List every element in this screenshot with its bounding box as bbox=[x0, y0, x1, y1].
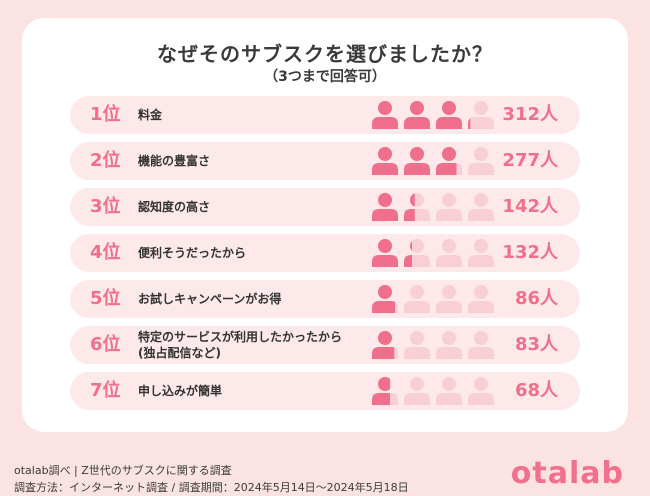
person-icon bbox=[468, 193, 494, 221]
count-label: 68人 bbox=[514, 380, 558, 401]
person-icon bbox=[404, 193, 430, 221]
count-label: 86人 bbox=[514, 288, 558, 309]
person-icon bbox=[372, 239, 398, 267]
person-icon bbox=[468, 101, 494, 129]
rank-label: 4位 bbox=[90, 242, 121, 263]
rank-label: 7位 bbox=[90, 380, 121, 401]
person-icon bbox=[468, 239, 494, 267]
rank-label: 2位 bbox=[90, 150, 121, 171]
rank-label: 6位 bbox=[90, 334, 121, 355]
count-label: 83人 bbox=[514, 334, 558, 355]
reason-label-line: 認知度の高さ bbox=[138, 200, 211, 214]
person-icon bbox=[372, 147, 398, 175]
reason-label-line: お試しキャンペーンがお得 bbox=[138, 292, 282, 306]
reason-label: お試しキャンペーンがお得 bbox=[138, 280, 378, 318]
footer-method: 調査方法：インターネット調査 / 調査期間：2024年5月14日〜2024年5月… bbox=[14, 481, 409, 494]
person-icon bbox=[468, 377, 494, 405]
reason-label: 認知度の高さ bbox=[138, 188, 378, 226]
person-icon bbox=[436, 331, 462, 359]
reason-label-line: (独占配信など) bbox=[138, 346, 221, 360]
reason-label: 便利そうだったから bbox=[138, 234, 378, 272]
person-icon bbox=[468, 147, 494, 175]
ranking-row: 7位 申し込みが簡単 68人 bbox=[70, 372, 580, 410]
person-icons bbox=[372, 239, 494, 267]
person-icon bbox=[372, 193, 398, 221]
person-icon bbox=[436, 285, 462, 313]
count-label: 142人 bbox=[502, 196, 558, 217]
reason-label-line: 申し込みが簡単 bbox=[138, 384, 223, 398]
person-icon bbox=[372, 331, 398, 359]
person-icon bbox=[436, 193, 462, 221]
reason-label: 機能の豊富さ bbox=[138, 142, 378, 180]
person-icon bbox=[404, 331, 430, 359]
person-icon bbox=[436, 147, 462, 175]
reason-label-line: 便利そうだったから bbox=[138, 246, 247, 260]
otalab-logo: otalab bbox=[510, 456, 624, 491]
ranking-row: 5位 お試しキャンペーンがお得 86人 bbox=[70, 280, 580, 318]
reason-label: 料金 bbox=[138, 96, 378, 134]
chart-subtitle: （3つまで回答可） bbox=[264, 69, 386, 85]
rank-label: 1位 bbox=[90, 104, 121, 125]
person-icon bbox=[404, 147, 430, 175]
person-icon bbox=[404, 285, 430, 313]
person-icon bbox=[436, 101, 462, 129]
person-icon bbox=[372, 377, 398, 405]
person-icon bbox=[404, 239, 430, 267]
person-icons bbox=[372, 285, 494, 313]
ranking-row: 2位 機能の豊富さ 277人 bbox=[70, 142, 580, 180]
person-icon bbox=[372, 285, 398, 313]
person-icon bbox=[436, 377, 462, 405]
reason-label-line: 特定のサービスが利用したかったから bbox=[138, 330, 343, 344]
ranking-row: 6位 特定のサービスが利用したかったから (独占配信など) 83人 bbox=[70, 326, 580, 364]
chart-title: なぜそのサブスクを選びましたか？ bbox=[157, 42, 493, 66]
reason-label-line: 機能の豊富さ bbox=[138, 154, 211, 168]
person-icons bbox=[372, 193, 494, 221]
rank-label: 5位 bbox=[90, 288, 121, 309]
reason-label: 申し込みが簡単 bbox=[138, 372, 378, 410]
reason-label-line: 料金 bbox=[138, 108, 163, 122]
person-icon bbox=[436, 239, 462, 267]
person-icon bbox=[468, 331, 494, 359]
person-icon bbox=[468, 285, 494, 313]
person-icon bbox=[404, 377, 430, 405]
ranking-row: 4位 便利そうだったから 132人 bbox=[70, 234, 580, 272]
ranking-row: 1位 料金 312人 bbox=[70, 96, 580, 134]
person-icon bbox=[372, 101, 398, 129]
person-icons bbox=[372, 331, 494, 359]
ranking-row: 3位 認知度の高さ 142人 bbox=[70, 188, 580, 226]
person-icons bbox=[372, 377, 494, 405]
person-icon bbox=[404, 101, 430, 129]
footer-source: otalab調べ | Z世代のサブスクに関する調査 bbox=[14, 464, 232, 477]
count-label: 132人 bbox=[502, 242, 558, 263]
rank-label: 3位 bbox=[90, 196, 121, 217]
chart-card: なぜそのサブスクを選びましたか？ （3つまで回答可） 1位 料金 312人 2位 機能の… bbox=[22, 18, 628, 432]
person-icons bbox=[372, 101, 494, 129]
count-label: 277人 bbox=[502, 150, 558, 171]
count-label: 312人 bbox=[502, 104, 558, 125]
reason-label: 特定のサービスが利用したかったから (独占配信など) bbox=[138, 326, 378, 364]
person-icons bbox=[372, 147, 494, 175]
